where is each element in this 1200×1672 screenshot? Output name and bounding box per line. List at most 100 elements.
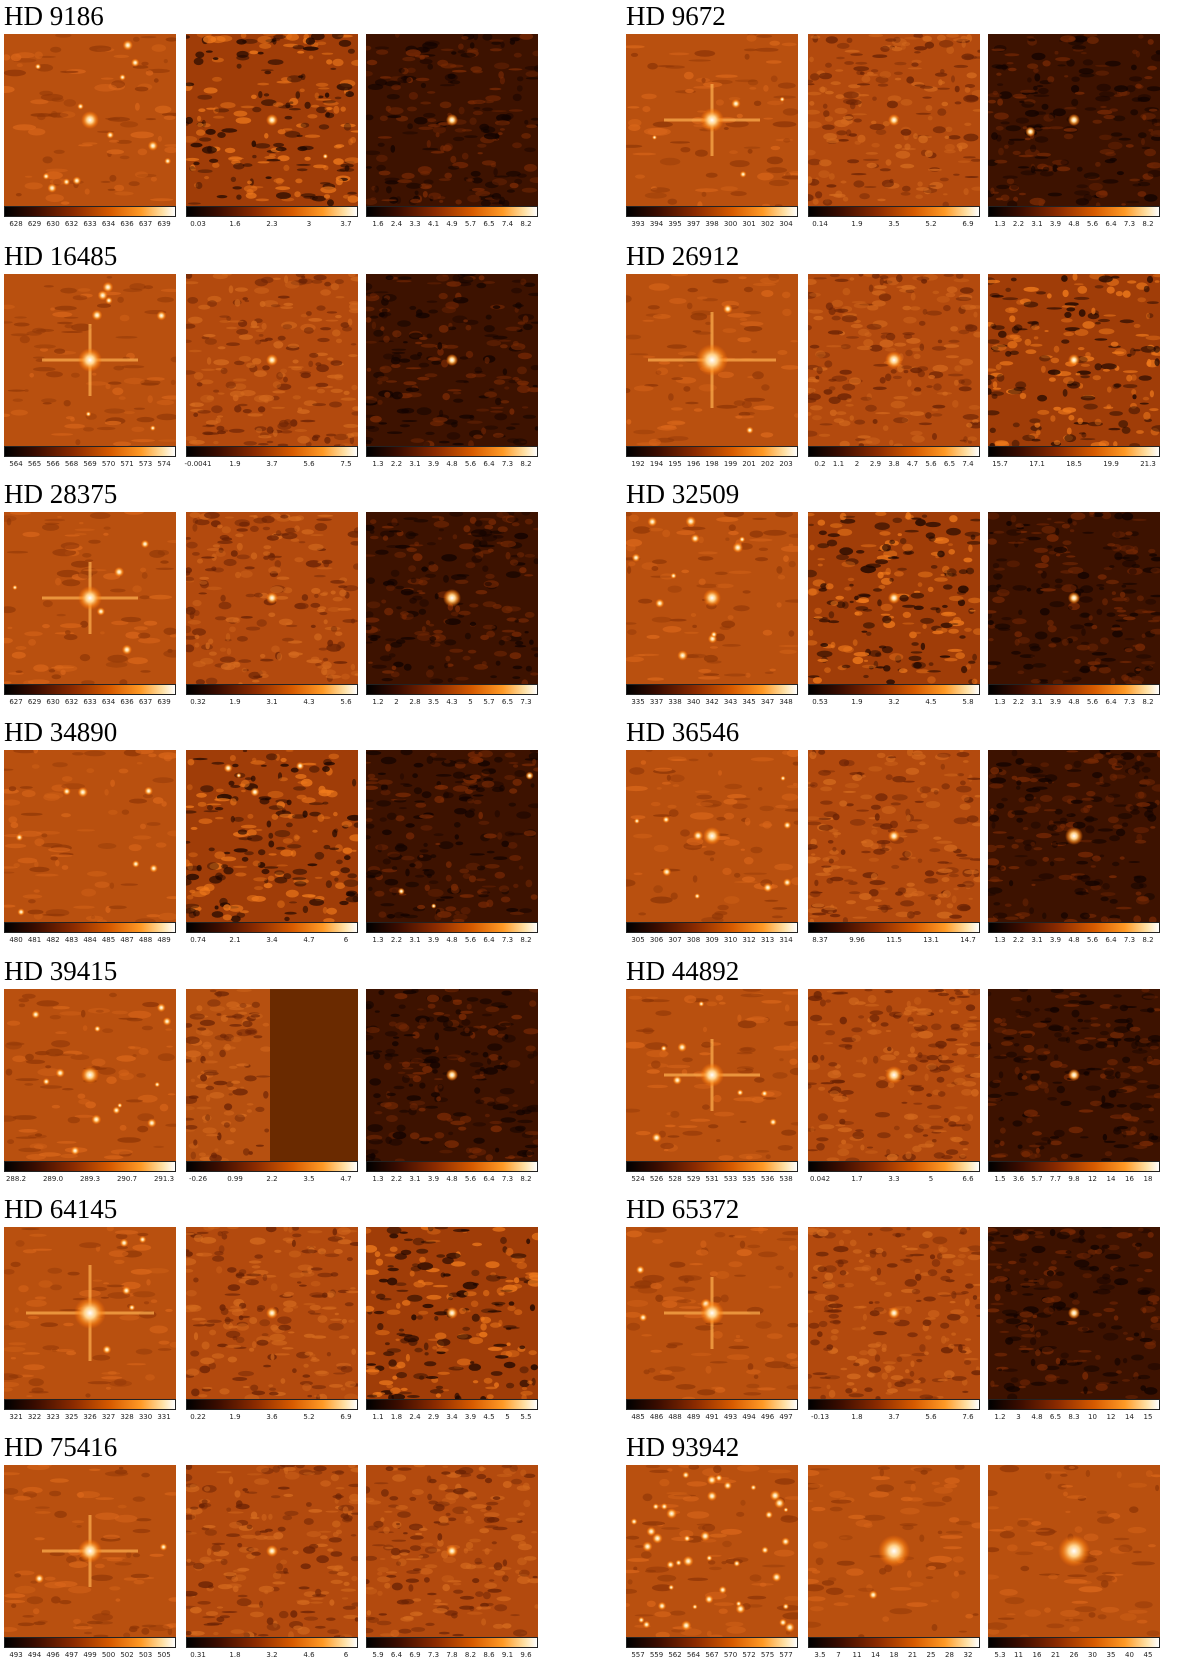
colorbar: [808, 446, 980, 457]
field-star: [681, 1620, 692, 1631]
colorbar-ticks: 0.03 1.6 2.3 3 3.7: [186, 219, 358, 231]
field-star: [154, 1081, 160, 1088]
target-star: [878, 1535, 910, 1567]
colorbar-tick-label: 15.7: [992, 460, 1008, 468]
colorbar-tick-label: 7.4: [962, 460, 974, 468]
colorbar-ticks: -0.0041 1.9 3.7 5.6 7.5: [184, 459, 358, 471]
field-star: [761, 1090, 768, 1097]
colorbar-tick-label: 6.6: [962, 1175, 974, 1183]
colorbar-tick-label: 4.3: [303, 698, 315, 706]
field-star: [85, 411, 92, 417]
field-star: [783, 821, 792, 830]
colorbar: [366, 1399, 538, 1410]
colorbar-tick-label: 627: [9, 698, 23, 706]
colorbar-tick-label: 2.2: [390, 936, 403, 944]
colorbar-tick-label: 192: [631, 460, 645, 468]
field-star: [140, 539, 150, 549]
colorbar-tick-label: 483: [64, 936, 79, 944]
field-star: [677, 650, 688, 661]
colorbar: [808, 684, 980, 695]
target-star: [1068, 592, 1080, 604]
colorbar-ticks: 557 559 562 564 567 570 572 575 577: [626, 1650, 798, 1662]
field-star: [121, 644, 132, 655]
colorbar-tick-label: 482: [46, 936, 60, 944]
colorbar-tick-label: 5.7: [483, 698, 495, 706]
colorbar-tick-label: 3.3: [409, 220, 421, 228]
colorbar-tick-label: 8.6: [483, 1651, 495, 1659]
colorbar-tick-label: 3.5: [303, 1175, 315, 1183]
field-star: [761, 1546, 769, 1554]
colorbar-tick-label: 7: [836, 1651, 841, 1659]
colorbar-tick-label: 308: [686, 936, 701, 944]
field-star: [731, 99, 741, 109]
field-star: [47, 183, 57, 193]
colorbar-tick-label: 5.7: [464, 220, 477, 228]
field-star: [771, 1572, 782, 1582]
field-star: [1025, 126, 1036, 137]
colorbar-tick-label: 3.5: [814, 1651, 826, 1659]
colorbar-tick-label: 3.8: [888, 460, 900, 468]
colorbar: [4, 446, 176, 457]
colorbar-tick-label: 4.3: [446, 698, 458, 706]
colorbar-tick-label: 7.5: [340, 460, 352, 468]
colorbar-tick-label: 636: [120, 220, 134, 228]
colorbar-tick-label: 6.4: [483, 1175, 495, 1183]
colorbar-tick-label: 569: [83, 460, 97, 468]
field-star: [147, 140, 158, 151]
colorbar-tick-label: 2: [394, 698, 399, 706]
target-name: HD 75416: [4, 1432, 118, 1462]
colorbar: [626, 684, 798, 695]
colorbar-tick-label: 8.2: [520, 1175, 532, 1183]
target-star: [1058, 1535, 1090, 1567]
colorbar-tick-label: 6.5: [943, 460, 956, 468]
colorbar-tick-label: 4.7: [303, 936, 315, 944]
colorbar-tick-label: 6.4: [483, 460, 495, 468]
colorbar-tick-label: 2.3: [266, 220, 278, 228]
image-tile: [186, 1227, 358, 1399]
colorbar-tick-label: 331: [157, 1413, 171, 1421]
field-star: [682, 1471, 690, 1479]
field-star: [62, 787, 71, 796]
field-star: [733, 1560, 741, 1567]
colorbar-tick-label: 9.96: [849, 936, 865, 944]
field-star: [397, 887, 405, 895]
colorbar-tick-label: 1.8: [851, 1413, 863, 1421]
colorbar-tick-label: 0.14: [812, 220, 828, 228]
image-tile: [186, 989, 358, 1161]
image-tile: [4, 989, 176, 1161]
colorbar-tick-label: 5.9: [372, 1651, 384, 1659]
colorbar-tick-label: 5.6: [303, 460, 315, 468]
colorbar-tick-label: 7.3: [427, 1651, 440, 1659]
colorbar-tick-label: 348: [779, 698, 793, 706]
colorbar-tick-label: 1.2: [372, 698, 384, 706]
colorbar-tick-label: 2.9: [869, 460, 882, 468]
colorbar-tick-label: 6.4: [483, 936, 495, 944]
field-star: [662, 867, 672, 877]
colorbar-tick-label: 289.3: [79, 1175, 101, 1183]
colorbar-ticks: 335 337 338 340 342 343 345 347 348: [626, 697, 798, 709]
colorbar: [366, 684, 538, 695]
colorbar-tick-label: 1.8: [229, 1651, 241, 1659]
target-star: [446, 114, 458, 126]
target-name: HD 9672: [626, 1, 726, 31]
colorbar-tick-label: 7.3: [501, 936, 514, 944]
target-panel-group: HD 26912 192 194 195 196 198 199 201 202 203 0.2 1.…: [626, 240, 1166, 478]
field-star: [97, 290, 108, 301]
image-tile: [186, 1465, 358, 1637]
field-star: [236, 772, 242, 779]
colorbar-tick-label: 1.3: [372, 936, 384, 944]
target-panel-group: HD 44892 524 526 528 529 531 533 535 536 538 0.042…: [626, 955, 1166, 1193]
colorbar-tick-label: 0.99: [227, 1175, 243, 1183]
colorbar: [988, 922, 1160, 933]
colorbar: [808, 1161, 980, 1172]
colorbar-tick-label: 1.2: [994, 1413, 1006, 1421]
colorbar-ticks: 3.5 7 11 14 18 21 25 28 32: [808, 1650, 980, 1662]
colorbar-tick-label: 5.5: [520, 1413, 532, 1421]
colorbar-ticks: 493 494 496 497 499 500 502 503 505: [4, 1650, 176, 1662]
field-star: [739, 170, 747, 178]
colorbar-tick-label: 6: [343, 1651, 349, 1659]
target-star: [1068, 114, 1080, 126]
colorbar-tick-label: 574: [157, 460, 171, 468]
colorbar-tick-label: 3.6: [1012, 1175, 1025, 1183]
colorbar: [808, 1637, 980, 1648]
